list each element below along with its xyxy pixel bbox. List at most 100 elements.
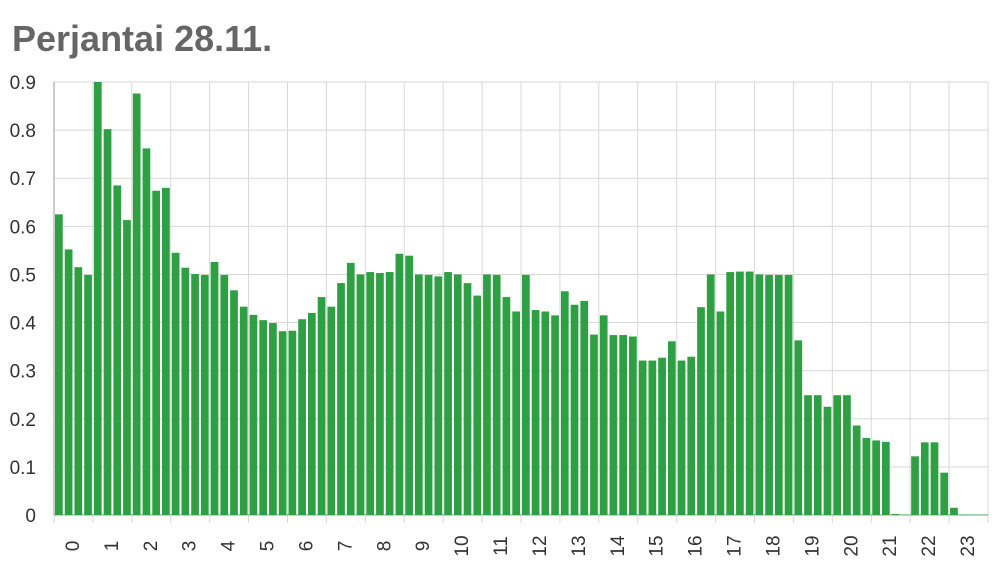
x-tick-label: 1 — [102, 541, 123, 552]
bar — [395, 253, 404, 515]
bar — [823, 406, 832, 515]
bar — [843, 395, 851, 515]
bar — [424, 274, 433, 515]
bar — [677, 360, 686, 515]
bar — [249, 314, 258, 515]
x-tick-label: 5 — [258, 541, 279, 552]
bar — [920, 442, 929, 515]
y-tick-label: 0.9 — [10, 73, 36, 94]
bar — [697, 307, 705, 515]
bar — [940, 472, 949, 515]
bar — [609, 335, 618, 515]
x-tick-label: 19 — [802, 535, 823, 556]
bar — [580, 300, 589, 515]
bar — [200, 274, 209, 515]
bar — [162, 187, 170, 515]
bar — [346, 262, 355, 515]
x-tick-label: 15 — [647, 535, 668, 556]
x-tick-label: 21 — [880, 535, 901, 556]
bar — [74, 267, 83, 515]
bar — [171, 252, 180, 516]
bar — [230, 290, 238, 515]
bar — [356, 274, 365, 515]
bar — [745, 271, 754, 515]
bar — [804, 395, 812, 515]
bar — [181, 267, 190, 515]
bar — [327, 306, 336, 515]
bar — [619, 335, 628, 515]
bar — [590, 334, 598, 515]
bar — [210, 261, 219, 515]
bar — [220, 274, 229, 515]
x-tick-label: 20 — [841, 535, 862, 556]
bar — [259, 320, 268, 515]
x-tick-label: 13 — [569, 535, 590, 556]
y-tick-label: 0.5 — [10, 265, 36, 286]
bar — [492, 274, 501, 515]
bar — [570, 304, 579, 515]
bar — [132, 93, 141, 516]
bar — [541, 311, 550, 515]
x-tick-label: 3 — [180, 541, 201, 552]
bar — [881, 441, 890, 515]
bar — [307, 312, 316, 515]
y-tick-label: 0.7 — [10, 169, 36, 190]
bar — [706, 274, 715, 515]
bar — [152, 190, 161, 516]
bar — [103, 129, 112, 515]
bar — [726, 272, 735, 515]
bar — [687, 356, 696, 515]
bar — [512, 311, 520, 515]
x-tick-label: 16 — [686, 535, 707, 556]
x-tick-label: 11 — [491, 536, 512, 556]
bar — [278, 331, 287, 515]
x-tick-label: 2 — [141, 541, 162, 552]
bar — [463, 283, 472, 515]
bar — [638, 360, 647, 515]
bar — [405, 255, 413, 515]
bar — [531, 310, 540, 515]
x-tick-label: 23 — [958, 535, 979, 556]
bar — [551, 315, 559, 515]
bar — [862, 438, 871, 515]
bar — [891, 514, 900, 515]
bar — [833, 395, 842, 515]
bar — [648, 360, 657, 515]
bar — [560, 291, 569, 515]
bar — [813, 395, 822, 515]
bar — [93, 82, 102, 515]
y-tick-label: 0.6 — [10, 217, 36, 238]
bar — [774, 274, 783, 515]
x-tick-label: 12 — [530, 535, 551, 556]
bar — [444, 272, 452, 515]
bar — [366, 272, 375, 515]
bar — [288, 330, 297, 515]
bar — [239, 306, 248, 515]
x-tick-label: 10 — [452, 535, 473, 556]
bar — [142, 148, 151, 515]
bar — [337, 283, 345, 515]
x-axis-ticks: 0 1 2 3 4 5 6 7 8 9 10 11 12 13 14 15 16 17 18 19 20 21 22 23 — [63, 535, 979, 557]
bar — [765, 274, 773, 515]
bars — [55, 82, 987, 516]
bar — [317, 297, 326, 515]
bar — [852, 425, 861, 515]
bar — [376, 273, 384, 515]
x-tick-label: 17 — [725, 535, 746, 556]
y-tick-label: 0 — [25, 506, 36, 527]
bar — [930, 442, 939, 515]
bar — [123, 220, 131, 515]
grid — [53, 81, 989, 523]
x-tick-label: 4 — [219, 540, 240, 551]
bar — [784, 274, 793, 515]
y-tick-label: 0.8 — [10, 121, 36, 142]
bar — [473, 295, 482, 515]
bar — [64, 249, 73, 515]
bar — [502, 297, 511, 515]
y-tick-label: 0.1 — [10, 458, 36, 479]
x-tick-label: 18 — [763, 535, 784, 556]
bar — [522, 274, 530, 515]
bar — [658, 357, 666, 515]
bar — [950, 507, 958, 515]
